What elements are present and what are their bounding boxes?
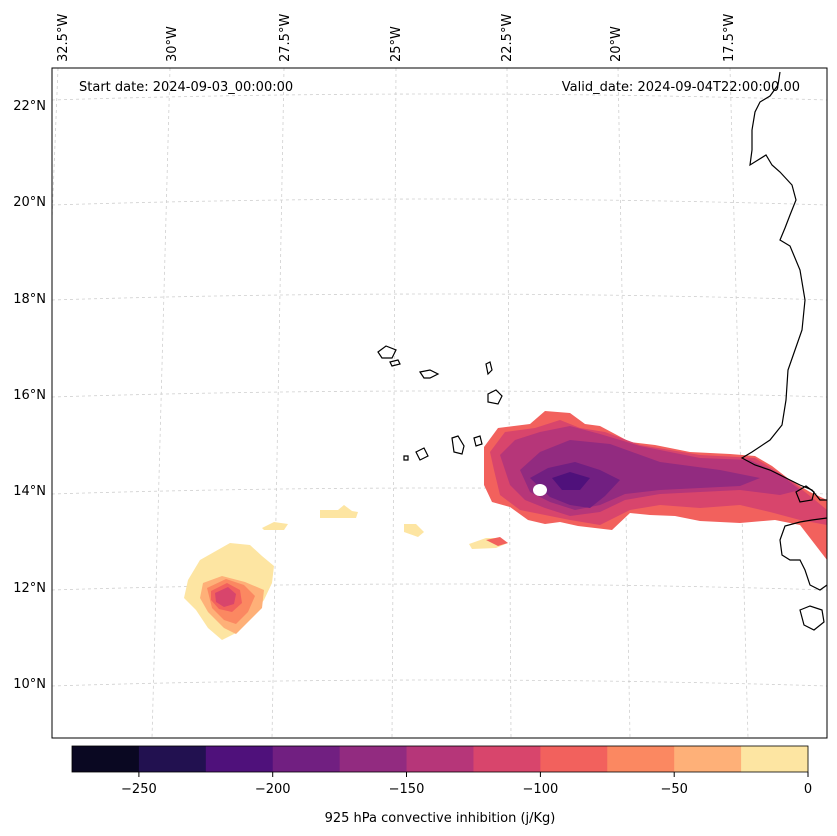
contour-east-200 xyxy=(552,472,590,490)
africa-coastline xyxy=(740,71,827,501)
contour-west-100 xyxy=(215,587,236,607)
lat-label-20n: 20°N xyxy=(13,195,46,210)
graticule xyxy=(51,67,828,739)
latitude-labels: 22°N 20°N 18°N 16°N 14°N 12°N 10°N xyxy=(13,99,46,692)
colorbar-segment xyxy=(138,746,207,772)
start-date-label: Start date: 2024-09-03_00:00:00 xyxy=(79,80,293,95)
lon-label-22-5w: 22.5°W xyxy=(500,14,515,62)
colorbar-segment xyxy=(473,746,541,772)
lat-label-18n: 18°N xyxy=(13,292,46,307)
map-frame-background xyxy=(52,68,827,738)
lat-label-14n: 14°N xyxy=(13,484,46,499)
contour-hole xyxy=(533,484,547,496)
lat-label-10n: 10°N xyxy=(13,677,46,692)
colorbar-segment xyxy=(339,746,408,772)
lon-label-25w: 25°W xyxy=(389,26,404,62)
colorbar-outline xyxy=(71,745,809,773)
colorbar-segment xyxy=(72,746,140,772)
cabo-verde-island-8 xyxy=(415,447,429,461)
lon-label-27-5w: 27.5°W xyxy=(278,14,293,62)
map-frame-border xyxy=(51,67,828,739)
colorbar-segment xyxy=(741,746,809,772)
cabo-verde-island-6 xyxy=(451,435,465,455)
lon-label-17-5w: 17.5°W xyxy=(722,14,737,62)
cabo-verde-island-2 xyxy=(389,359,401,367)
contour-patch-1 xyxy=(262,522,288,530)
colorbar-tick-label: −50 xyxy=(660,782,687,797)
colorbar xyxy=(72,746,809,772)
cabo-verde-island-4 xyxy=(485,361,493,376)
colorbar-segment xyxy=(205,746,274,772)
colorbar-tick-label: −200 xyxy=(255,782,291,797)
cabo-verde-island-5 xyxy=(487,389,503,405)
valid-date-label: Valid_date: 2024-09-04T22:00:00.00 xyxy=(562,80,800,95)
cabo-verde-island-3 xyxy=(419,369,440,379)
cabo-verde-island-1 xyxy=(377,345,397,359)
contour-patch-2 xyxy=(320,505,358,518)
contour-patch-5 xyxy=(486,537,508,546)
island-east-2 xyxy=(799,605,825,631)
colorbar-tick-label: −250 xyxy=(121,782,157,797)
island-east-1 xyxy=(795,485,815,503)
lon-label-32-5w: 32.5°W xyxy=(56,14,71,62)
colorbar-ticks xyxy=(138,772,809,777)
lon-label-30w: 30°W xyxy=(165,26,180,62)
guinea-coast xyxy=(779,517,828,591)
colorbar-tick-label: 0 xyxy=(804,782,812,797)
colorbar-segment xyxy=(607,746,675,772)
coastlines xyxy=(377,71,828,631)
colorbar-segment xyxy=(674,746,742,772)
cin-contours xyxy=(184,411,827,640)
lon-label-20w: 20°W xyxy=(609,26,624,62)
lat-label-22n: 22°N xyxy=(13,99,46,114)
cabo-verde-island-7 xyxy=(473,435,483,447)
colorbar-tick-label: −150 xyxy=(389,782,425,797)
colorbar-title: 925 hPa convective inhibition (j/Kg) xyxy=(325,811,556,826)
lat-label-12n: 12°N xyxy=(13,581,46,596)
colorbar-segment xyxy=(272,746,341,772)
contour-patch-3 xyxy=(404,524,424,537)
colorbar-segment xyxy=(406,746,474,772)
colorbar-tick-label: −100 xyxy=(523,782,559,797)
colorbar-segment xyxy=(540,746,608,772)
colorbar-tick-labels: −250 −200 −150 −100 −50 0 xyxy=(121,782,812,797)
cabo-verde-island-9 xyxy=(403,455,409,461)
longitude-labels: 32.5°W 30°W 27.5°W 25°W 22.5°W 20°W 17.5… xyxy=(56,14,737,62)
lat-label-16n: 16°N xyxy=(13,388,46,403)
